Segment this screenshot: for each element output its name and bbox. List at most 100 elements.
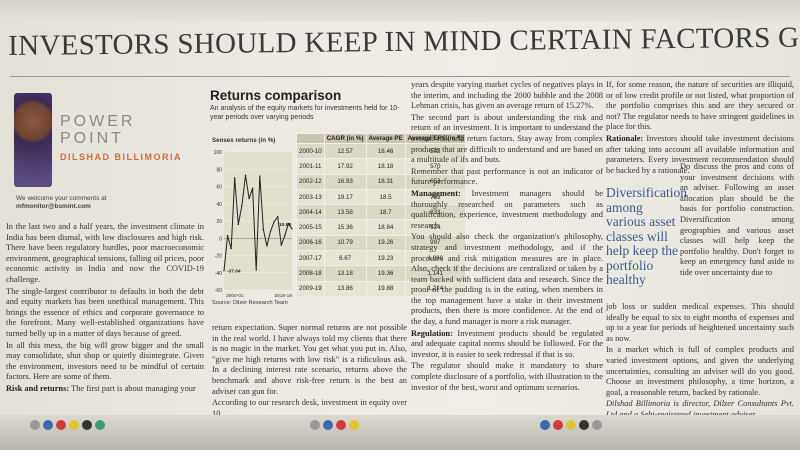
table-header-cell: Average PE	[365, 133, 406, 144]
chart-y-tick-label: 0	[219, 236, 222, 242]
table-row: 2009-19 13.86 19.88 1,214	[296, 280, 466, 297]
registration-dot	[579, 420, 589, 430]
registration-dot	[56, 420, 66, 430]
table-cell: 1,080	[404, 250, 466, 267]
chart-x-tick-label: 2000-01	[226, 293, 244, 299]
paragraph: The second part is about understanding t…	[411, 112, 603, 165]
column-3-text: years despite varying market cycles of n…	[411, 80, 603, 394]
paragraph: Rationale: Investors should take investm…	[606, 134, 794, 176]
paragraph-text: Investment products should be regulated …	[411, 328, 604, 359]
table-cell: 19.88	[365, 280, 406, 297]
color-registration-marks	[310, 420, 359, 430]
table-header-cell: CAGR (in %)	[323, 133, 367, 144]
table-cell: 2006-16	[296, 234, 325, 252]
table-cell: 1,214	[404, 280, 466, 297]
table-cell: 18.18	[365, 158, 406, 175]
column-title: POWER POINT	[60, 113, 135, 147]
table-cell: 18.46	[365, 142, 406, 160]
table-cell: 13.18	[323, 265, 367, 282]
table-row: 2005-15 15.36 18.84 924	[296, 219, 466, 236]
paragraph: If, for some reason, the nature of secur…	[606, 80, 794, 132]
color-registration-marks	[540, 420, 602, 430]
paragraph-text: The first part is about managing your	[71, 383, 196, 393]
registration-dot	[95, 420, 105, 430]
chart-point	[291, 228, 293, 230]
page-bottom-strip	[0, 415, 800, 450]
table-cell: 16.93	[323, 173, 367, 190]
table-row: 2002-12 16.93 18.31 653	[296, 173, 466, 190]
registration-dot	[566, 420, 576, 430]
chart-y-tick-label: 80	[216, 167, 222, 173]
chart-point	[262, 228, 265, 231]
paragraph: Management: Investment managers should b…	[411, 189, 603, 231]
contact-email[interactable]: mfmonitor@bsmint.com	[16, 203, 91, 210]
chart-point	[251, 187, 254, 189]
registration-dot	[323, 420, 333, 430]
chart-y-tick-label: -40	[215, 271, 222, 277]
returns-comparison-box: Returns comparison An analysis of the eq…	[210, 88, 404, 320]
chart-y-tick-label: 20	[216, 219, 222, 225]
table-cell: 2003-13	[296, 188, 325, 206]
chart-source: Source: Dilzer Research Team	[212, 300, 288, 306]
table-cell: 19.17	[323, 188, 367, 206]
table-cell: 2001-11	[296, 158, 325, 175]
subhead: Rationale:	[606, 133, 644, 143]
author-bio: Dilshad Billimoria is director, Dilzer C…	[606, 399, 794, 419]
chart-data-label: 10.98	[279, 222, 291, 228]
chart-point	[223, 270, 225, 272]
chart-point	[266, 245, 268, 247]
paragraph: years despite varying market cycles of n…	[411, 80, 603, 111]
table-cell: 653	[404, 173, 466, 190]
chart-point	[241, 204, 243, 207]
column-4-text: If, for some reason, the nature of secur…	[606, 80, 794, 177]
table-cell: 2000-10	[296, 142, 325, 160]
sensex-returns-chart: 100 80 60 40 20 0 -20 -40 -60 -37.64 10.98 2000-01 2…	[214, 150, 293, 299]
chart-y-tick-label: 40	[216, 202, 222, 208]
table-cell: 997	[404, 234, 466, 252]
registration-dot	[43, 420, 53, 430]
table-row: 2006-16 10.79 19.26 997	[296, 234, 466, 252]
page-top-strip	[0, 0, 800, 22]
box-title: Returns comparison	[210, 88, 342, 103]
author-photo	[14, 93, 52, 187]
chart-y-tick-label: -20	[215, 254, 222, 260]
column-title-line2: POINT	[60, 130, 124, 147]
paragraph: In the last two and a half years, the in…	[6, 222, 204, 284]
color-registration-marks	[30, 420, 105, 430]
table-cell: 13.86	[323, 280, 367, 297]
chart-y-tick-label: 100	[214, 150, 223, 156]
table-cell: 18.84	[365, 219, 406, 236]
paragraph: In all this mess, the big will grow bigg…	[6, 340, 204, 382]
paragraph: In a market which is full of complex pro…	[606, 345, 794, 397]
paragraph: Remember that past performance is not an…	[411, 166, 603, 187]
table-cell: 19.36	[365, 265, 406, 282]
chart-point	[287, 222, 290, 225]
chart-point	[226, 234, 229, 237]
paragraph: The single-largest contributor to defaul…	[6, 286, 204, 338]
pull-quote: Diversification among various asset clas…	[606, 185, 687, 287]
registration-dot	[592, 420, 602, 430]
returns-table: CAGR (in %) Average PE Average EPS (in ₹) …	[296, 133, 466, 297]
chart-point	[230, 247, 232, 250]
chart-x-tick-label: 2018-19	[274, 293, 292, 299]
box-subtitle: An analysis of the equity markets for in…	[210, 105, 400, 121]
registration-dot	[553, 420, 563, 430]
chart-point	[280, 244, 282, 246]
subhead: Regulation:	[411, 328, 453, 338]
chart-point	[237, 223, 240, 226]
paragraph: Regulation: Investment products should b…	[411, 329, 603, 361]
headline-rule	[10, 76, 790, 77]
chart-y-tick-label: 60	[216, 185, 222, 191]
paragraph: You should also check the organization's…	[411, 232, 603, 327]
chart-series-line	[223, 175, 293, 271]
table-cell: 833	[404, 204, 466, 221]
table-cell: 19.26	[365, 234, 406, 252]
registration-dot	[310, 420, 320, 430]
table-cell: 13.58	[323, 204, 367, 221]
table-cell: 2008-18	[296, 265, 325, 282]
table-cell: 18.5	[365, 188, 406, 206]
table-row: 2007-17 6.67 19.23 1,080	[296, 250, 466, 267]
table-header-cell	[296, 133, 325, 144]
contact-info: We welcome your comments at mfmonitor@bs…	[16, 195, 107, 211]
